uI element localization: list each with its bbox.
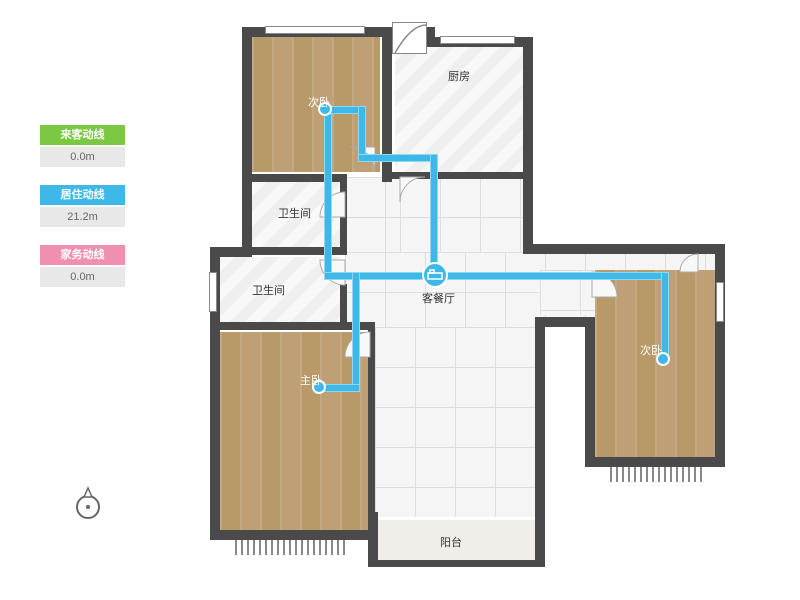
floor-plan: 厨房 次卧 卫生间 卫生间 客餐厅 次卧 主卧 阳台 <box>200 22 740 577</box>
wall <box>242 27 252 187</box>
label-bathroom1: 卫生间 <box>278 205 311 221</box>
legend-label-living: 居住动线 <box>40 185 125 205</box>
wall <box>368 560 543 567</box>
wall <box>535 317 593 327</box>
wall <box>523 37 533 252</box>
legend-item-housework: 家务动线 0.0m <box>40 245 135 287</box>
window <box>440 36 515 44</box>
wall <box>340 284 347 329</box>
legend-label-guest: 来客动线 <box>40 125 125 145</box>
wall <box>210 322 375 330</box>
floor-living-main <box>375 327 535 517</box>
label-living: 客餐厅 <box>422 290 455 306</box>
wall <box>523 244 723 254</box>
wall <box>210 530 378 540</box>
balcony-rail <box>610 467 705 482</box>
legend-value-housework: 0.0m <box>40 267 125 287</box>
legend-value-living: 21.2m <box>40 207 125 227</box>
label-kitchen: 厨房 <box>448 68 470 84</box>
path-segment <box>320 384 360 392</box>
wall <box>392 172 532 179</box>
legend-label-housework: 家务动线 <box>40 245 125 265</box>
wall <box>535 322 545 567</box>
path-segment <box>430 154 438 274</box>
legend-item-guest: 来客动线 0.0m <box>40 125 135 167</box>
label-balcony: 阳台 <box>440 534 462 550</box>
floor-master <box>220 332 370 532</box>
wall <box>340 174 347 252</box>
wall <box>585 317 595 465</box>
window <box>265 26 365 34</box>
wall <box>368 322 375 534</box>
wall <box>585 457 725 467</box>
floor-bedroom-right <box>595 270 715 460</box>
compass-icon <box>70 485 106 526</box>
legend-value-guest: 0.0m <box>40 147 125 167</box>
window <box>209 272 217 312</box>
window <box>716 282 724 322</box>
wall <box>715 244 725 464</box>
wall <box>242 177 252 252</box>
label-bedroom-top: 次卧 <box>308 94 330 110</box>
path-segment <box>324 110 332 280</box>
path-segment <box>661 272 669 357</box>
path-center-icon <box>422 262 448 288</box>
path-segment <box>352 272 360 392</box>
floor-living-upper <box>400 177 530 252</box>
label-master: 主卧 <box>300 372 322 388</box>
balcony-rail <box>235 540 345 555</box>
vent-icon <box>392 22 427 54</box>
legend-panel: 来客动线 0.0m 居住动线 21.2m 家务动线 0.0m <box>40 125 135 305</box>
label-bedroom-right: 次卧 <box>640 342 662 358</box>
path-segment <box>324 272 669 280</box>
path-segment <box>358 154 438 162</box>
label-bathroom2: 卫生间 <box>252 282 285 298</box>
legend-item-living: 居住动线 21.2m <box>40 185 135 227</box>
